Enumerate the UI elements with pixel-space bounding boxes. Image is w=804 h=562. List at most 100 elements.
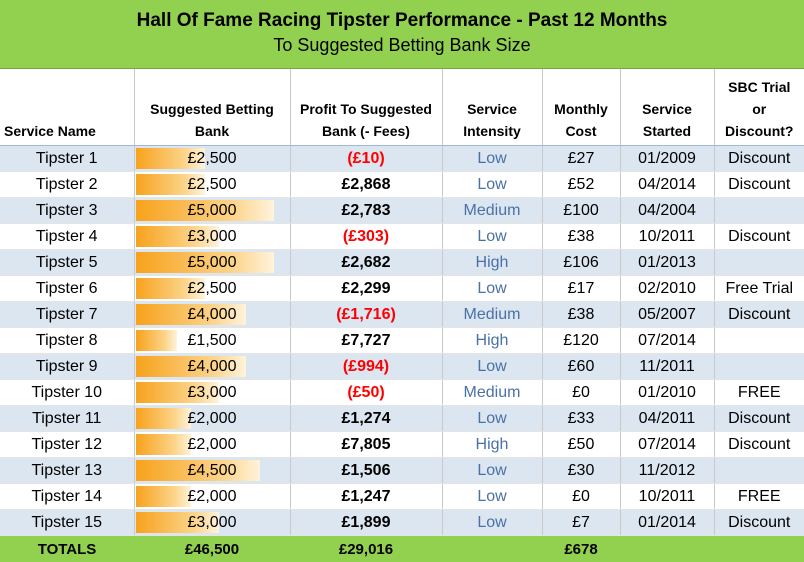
title-banner: Hall Of Fame Racing Tipster Performance … xyxy=(0,0,804,69)
betting-bank-cell: £3,000 xyxy=(134,224,290,250)
intensity-cell: Low xyxy=(442,406,542,432)
monthly-cost-cell: £0 xyxy=(542,380,620,406)
tipster-name-cell: Tipster 7 xyxy=(0,302,134,328)
betting-bank-cell: £3,000 xyxy=(134,380,290,406)
profit-cell: £2,868 xyxy=(290,172,442,198)
monthly-cost-cell: £0 xyxy=(542,484,620,510)
bank-data-bar xyxy=(136,330,177,351)
betting-bank-cell: £2,000 xyxy=(134,406,290,432)
sbc-trial-cell: FREE xyxy=(714,380,804,406)
page-title: Hall Of Fame Racing Tipster Performance … xyxy=(0,9,804,33)
tipster-name-cell: Tipster 9 xyxy=(0,354,134,380)
service-started-cell: 01/2013 xyxy=(620,250,714,276)
monthly-cost-cell: £27 xyxy=(542,146,620,172)
betting-bank-cell: £2,000 xyxy=(134,432,290,458)
profit-cell: (£50) xyxy=(290,380,442,406)
sbc-trial-cell xyxy=(714,198,804,224)
betting-bank-cell: £2,000 xyxy=(134,484,290,510)
totals-row: TOTALS £46,500 £29,016 £678 xyxy=(0,536,804,562)
betting-bank-cell: £5,000 xyxy=(134,250,290,276)
service-started-cell: 02/2010 xyxy=(620,276,714,302)
tipster-name-cell: Tipster 10 xyxy=(0,380,134,406)
totals-intensity-empty xyxy=(442,536,542,562)
sbc-trial-cell: Discount xyxy=(714,302,804,328)
totals-started-empty xyxy=(620,536,714,562)
sbc-trial-cell: Discount xyxy=(714,432,804,458)
intensity-cell: Low xyxy=(442,224,542,250)
tipster-name-cell: Tipster 5 xyxy=(0,250,134,276)
monthly-cost-cell: £52 xyxy=(542,172,620,198)
intensity-cell: Medium xyxy=(442,380,542,406)
intensity-cell: Low xyxy=(442,276,542,302)
service-started-cell: 07/2014 xyxy=(620,432,714,458)
profit-cell: £1,899 xyxy=(290,510,442,536)
betting-bank-cell: £2,500 xyxy=(134,146,290,172)
sbc-trial-cell: Discount xyxy=(714,406,804,432)
bank-value: £4,000 xyxy=(188,306,237,323)
profit-cell: (£994) xyxy=(290,354,442,380)
service-started-cell: 04/2004 xyxy=(620,198,714,224)
bank-value: £1,500 xyxy=(188,332,237,349)
service-started-cell: 11/2012 xyxy=(620,458,714,484)
profit-cell: £1,506 xyxy=(290,458,442,484)
tipster-name-cell: Tipster 8 xyxy=(0,328,134,354)
profit-cell: £2,783 xyxy=(290,198,442,224)
sbc-trial-cell: Free Trial xyxy=(714,276,804,302)
monthly-cost-cell: £17 xyxy=(542,276,620,302)
tipster-name-cell: Tipster 2 xyxy=(0,172,134,198)
tipster-name-cell: Tipster 3 xyxy=(0,198,134,224)
sbc-trial-cell: Discount xyxy=(714,172,804,198)
service-started-cell: 01/2009 xyxy=(620,146,714,172)
intensity-cell: High xyxy=(442,328,542,354)
monthly-cost-cell: £106 xyxy=(542,250,620,276)
monthly-cost-cell: £120 xyxy=(542,328,620,354)
bank-value: £2,000 xyxy=(188,436,237,453)
betting-bank-cell: £4,500 xyxy=(134,458,290,484)
intensity-cell: Low xyxy=(442,484,542,510)
monthly-cost-cell: £7 xyxy=(542,510,620,536)
tipster-name-cell: Tipster 15 xyxy=(0,510,134,536)
sbc-trial-cell xyxy=(714,328,804,354)
monthly-cost-cell: £30 xyxy=(542,458,620,484)
profit-cell: £7,727 xyxy=(290,328,442,354)
service-started-cell: 05/2007 xyxy=(620,302,714,328)
profit-cell: £2,682 xyxy=(290,250,442,276)
bank-value: £2,500 xyxy=(188,280,237,297)
bank-value: £2,500 xyxy=(188,150,237,167)
tipster-name-cell: Tipster 14 xyxy=(0,484,134,510)
bank-value: £3,000 xyxy=(188,514,237,531)
tipster-name-cell: Tipster 13 xyxy=(0,458,134,484)
sbc-trial-cell xyxy=(714,458,804,484)
bank-value: £4,500 xyxy=(188,462,237,479)
intensity-cell: High xyxy=(442,250,542,276)
sbc-trial-cell xyxy=(714,354,804,380)
sbc-trial-cell: Discount xyxy=(714,146,804,172)
intensity-cell: High xyxy=(442,432,542,458)
totals-cost: £678 xyxy=(542,536,620,562)
intensity-cell: Medium xyxy=(442,302,542,328)
service-started-cell: 01/2014 xyxy=(620,510,714,536)
bank-data-bar xyxy=(136,408,191,429)
intensity-cell: Low xyxy=(442,354,542,380)
tipster-name-cell: Tipster 11 xyxy=(0,406,134,432)
bank-value: £3,000 xyxy=(188,228,237,245)
bank-value: £2,000 xyxy=(188,488,237,505)
betting-bank-cell: £4,000 xyxy=(134,302,290,328)
sbc-trial-cell xyxy=(714,250,804,276)
bank-value: £2,500 xyxy=(188,176,237,193)
service-started-cell: 04/2014 xyxy=(620,172,714,198)
monthly-cost-cell: £50 xyxy=(542,432,620,458)
profit-cell: £1,274 xyxy=(290,406,442,432)
bank-data-bar xyxy=(136,434,191,455)
